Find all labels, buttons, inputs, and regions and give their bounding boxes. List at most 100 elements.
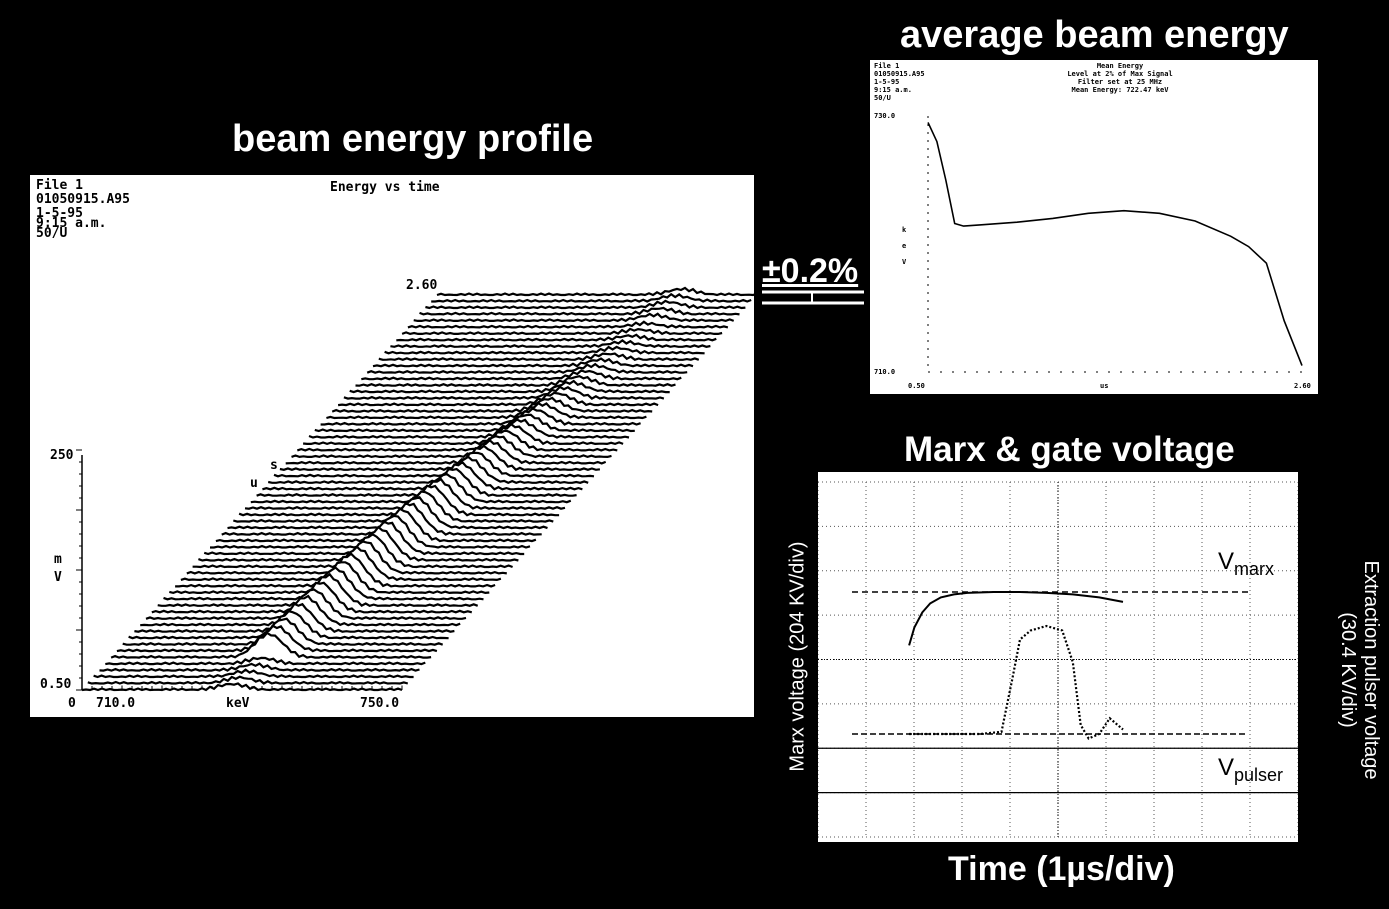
spectrum-trace [343, 385, 665, 400]
y-letter: e [902, 242, 907, 250]
info-line: Level at 2% of Max Signal [1067, 70, 1173, 78]
header-line: 01050915.A95 [36, 192, 130, 207]
marx-trace [908, 591, 1124, 646]
marx-title: Marx & gate voltage [904, 430, 1235, 469]
spectrum-trace [296, 429, 618, 452]
spectrum-trace [267, 455, 589, 485]
x-unit-label: keV [226, 696, 250, 711]
spectrum-trace [390, 339, 711, 348]
axis-letter: s [270, 458, 278, 473]
average-panel: File 1 01050915.A95 1-5-95 9:15 a.m. 50/… [870, 60, 1318, 394]
spectrum-trace [87, 675, 409, 685]
y-letter: k [902, 226, 907, 234]
trace-fill [367, 364, 688, 375]
v-marx-label: Vmarx [1218, 548, 1274, 580]
v-pulser-label: Vpulser [1218, 754, 1283, 786]
spectrum-trace [337, 391, 659, 407]
spectrum-trace [273, 451, 595, 478]
marx-axis-label: Marx voltage (204 KV/div) [786, 541, 809, 772]
y-tick-label: 250 [50, 448, 74, 463]
spectrum-trace [81, 682, 403, 692]
tolerance-label: ±0.2% [762, 252, 859, 290]
spectrum-trace [407, 320, 729, 329]
x-min-label: 710.0 [96, 696, 136, 711]
tolerance-marker: ±0.2% [760, 252, 870, 312]
v-marx-symbol: V [1218, 548, 1235, 575]
header-line: 50/U [36, 226, 68, 241]
trace-fill [361, 370, 682, 382]
spectrum-trace [105, 656, 426, 666]
trace-fill [320, 408, 641, 427]
spectrum-trace [378, 352, 700, 362]
spectrum-trace [396, 333, 717, 342]
pulser-axis-label: Extraction pulser voltage (30.4 KV/div) [1322, 550, 1382, 790]
x-max-label: 2.60 [1294, 382, 1311, 390]
spectrum-trace [285, 438, 607, 465]
v-pulser-sub: pulser [1234, 764, 1284, 785]
spectrum-trace [116, 624, 438, 653]
axis-letter: V [54, 570, 62, 585]
header-line: 1-5-95 [874, 78, 900, 86]
trace-fill [111, 632, 432, 660]
header-line: 01050915.A95 [874, 70, 925, 78]
spectrum-trace [122, 617, 444, 646]
pulser-axis-line2: (30.4 KV/div) [1337, 612, 1359, 728]
average-info: Mean Energy Level at 2% of Max Signal Fi… [1020, 62, 1220, 94]
spectrum-trace [291, 434, 612, 459]
spectrum-trace [349, 379, 670, 394]
spectrum-trace [419, 306, 740, 316]
spectrum-trace [425, 299, 746, 310]
spectrum-trace [401, 327, 723, 336]
y-bottom-label: 710.0 [874, 368, 896, 376]
x-min-label: 0.50 [908, 382, 925, 390]
y-zero-label: 0 [68, 696, 76, 711]
time-bottom-label: 0.50 [40, 677, 72, 692]
spectrum-trace [320, 407, 641, 426]
v-pulser-symbol: V [1218, 754, 1235, 781]
header-line: 50/U [874, 94, 891, 102]
axis-letter: m [54, 552, 62, 567]
trace-fill [343, 386, 664, 401]
x-max-label: 750.0 [360, 696, 400, 711]
axis-letter: u [250, 476, 258, 491]
average-energy-plot [927, 116, 1303, 373]
y-letter: V [902, 258, 907, 266]
time-axis-title: Time (1µs/div) [948, 850, 1175, 888]
spectrum-trace [384, 345, 705, 355]
info-line: Mean Energy [1096, 62, 1144, 70]
marx-panel: Vmarx Vpulser [818, 472, 1298, 842]
spectrum-trace [355, 375, 676, 387]
spectrum-trace [326, 401, 647, 420]
spectrum-trace [145, 588, 467, 620]
spectrum-trace [128, 609, 449, 640]
trace-fill [326, 403, 647, 421]
header-line: 9:15 a.m. [36, 216, 107, 231]
average-title: average beam energy [900, 14, 1289, 56]
trace-fill [372, 358, 693, 369]
spectrum-trace [110, 631, 432, 659]
header-line: File 1 [874, 62, 900, 70]
pulser-trace [909, 624, 1124, 740]
y-top-label: 730.0 [874, 112, 896, 120]
spectrum-trace [361, 369, 682, 381]
trace-fill [308, 419, 629, 440]
header-line: 1-5-95 [36, 206, 83, 221]
trace-fill [413, 313, 734, 323]
time-top-label: 2.60 [406, 278, 438, 293]
spectrum-trace [366, 362, 688, 374]
spectrum-trace [302, 422, 624, 446]
mean-energy-line [927, 122, 1303, 366]
v-marx-sub: marx [1234, 558, 1275, 579]
x-unit-label: us [1100, 382, 1109, 390]
scope-plot [818, 481, 1298, 838]
spectrum-trace [99, 662, 420, 672]
profile-panel: File 1 01050915.A95 1-5-95 9:15 a.m. 50/… [30, 175, 754, 717]
spectrum-trace [314, 413, 635, 433]
waterfall-plot [76, 286, 754, 692]
profile-plot-title: Energy vs time [330, 180, 440, 195]
spectrum-trace [331, 396, 653, 413]
spectrum-trace [436, 286, 754, 297]
header-line: 9:15 a.m. [874, 86, 912, 94]
info-line: Mean Energy: 722.47 keV [1071, 86, 1169, 94]
tolerance-bracket [762, 290, 864, 305]
